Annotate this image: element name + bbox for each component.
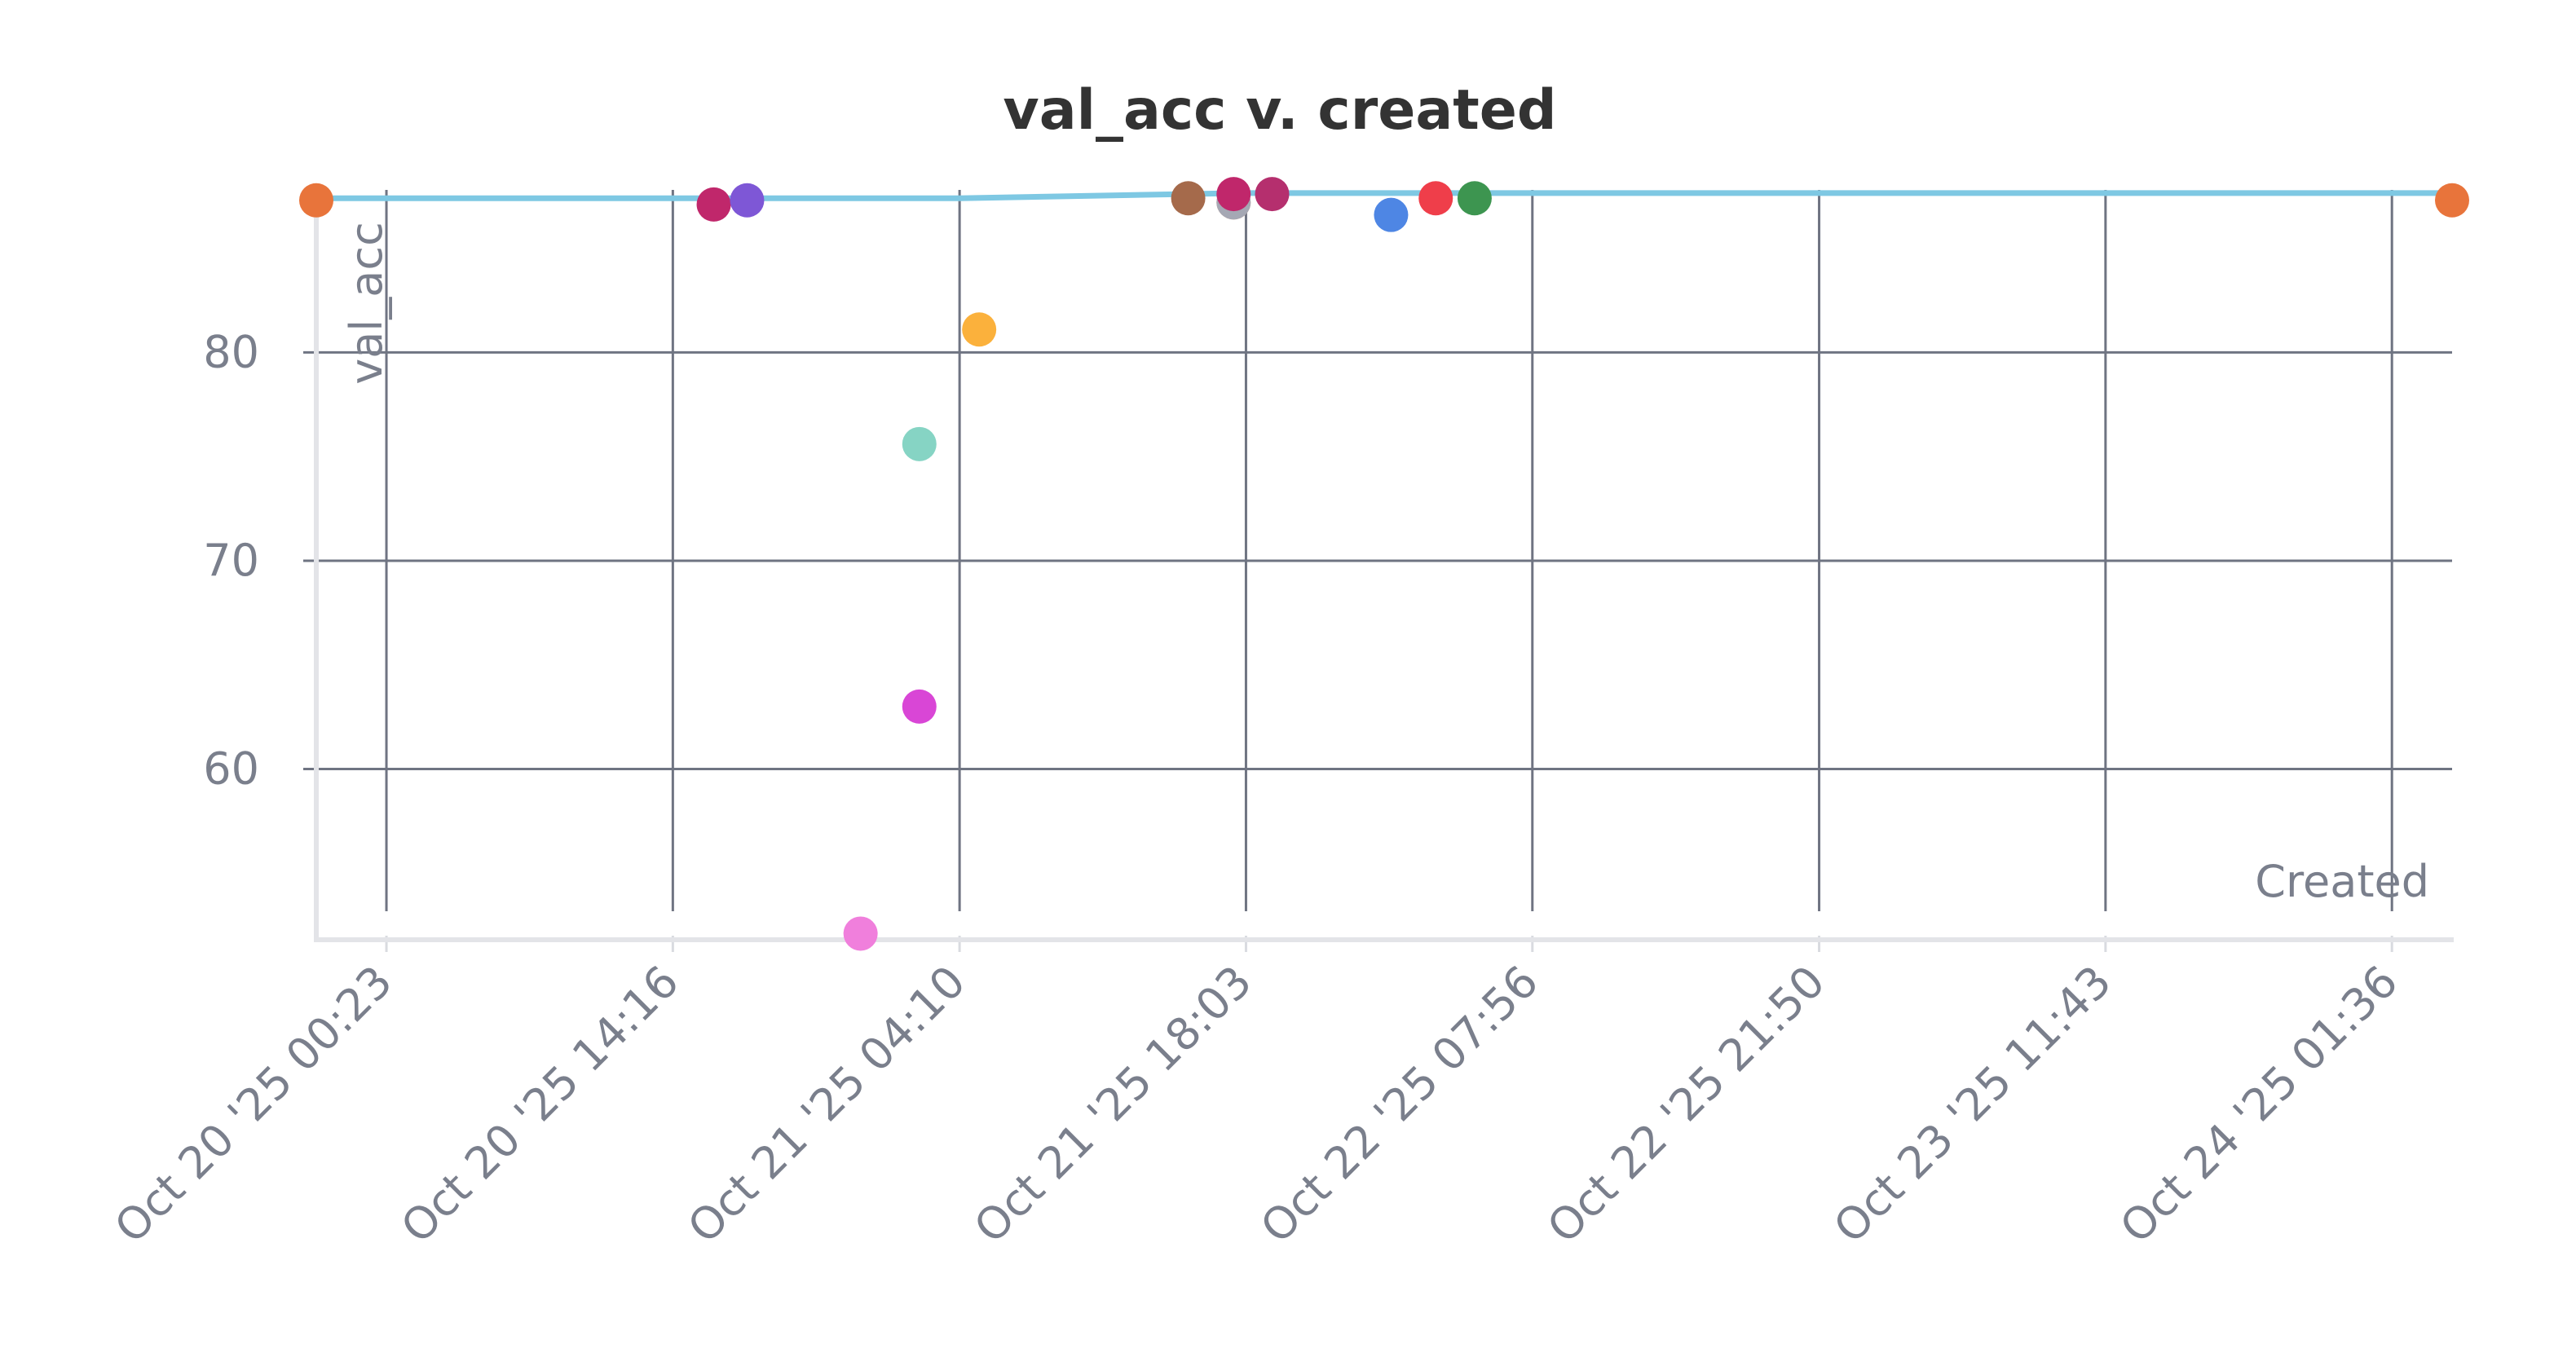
data-point — [299, 183, 333, 218]
x-tick-label: Oct 21 '25 18:03 — [964, 956, 1262, 1254]
data-point — [1457, 181, 1492, 216]
y-tick-label: 80 — [203, 326, 259, 377]
x-tick-label: Oct 22 '25 21:50 — [1537, 956, 1835, 1254]
y-tick-label: 70 — [203, 535, 259, 586]
data-point — [1255, 177, 1290, 212]
data-point — [1418, 181, 1453, 216]
data-point — [2435, 183, 2469, 218]
data-point — [696, 187, 731, 222]
y-tick-label: 60 — [203, 743, 259, 795]
data-point — [962, 312, 997, 347]
x-tick-label: Oct 21 '25 04:10 — [678, 956, 976, 1254]
data-point — [1216, 177, 1251, 212]
chart-title: val_acc v. created — [1003, 78, 1556, 143]
x-tick-label: Oct 20 '25 00:23 — [105, 956, 403, 1254]
x-tick-label: Oct 20 '25 14:16 — [391, 956, 689, 1254]
data-point — [730, 183, 765, 218]
data-point — [1374, 197, 1409, 232]
best-line-layer — [316, 190, 2452, 201]
y-axis-label: val_acc — [341, 222, 392, 385]
data-point — [902, 689, 937, 724]
data-point — [902, 426, 937, 461]
grid — [341, 190, 2452, 911]
x-tick-label: Oct 23 '25 11:43 — [1824, 956, 2121, 1254]
x-axis-label: Created — [2255, 856, 2429, 907]
x-tick-label: Oct 24 '25 01:36 — [2111, 956, 2408, 1254]
points-layer — [299, 177, 2469, 951]
axes — [303, 190, 2454, 952]
best-value-line — [316, 190, 2452, 201]
text-layer: val_acc v. created val_acc Created 60 70 8… — [105, 78, 2429, 1253]
data-point — [1171, 181, 1206, 216]
x-tick-label: Oct 22 '25 07:56 — [1251, 956, 1548, 1254]
data-point — [843, 916, 878, 951]
